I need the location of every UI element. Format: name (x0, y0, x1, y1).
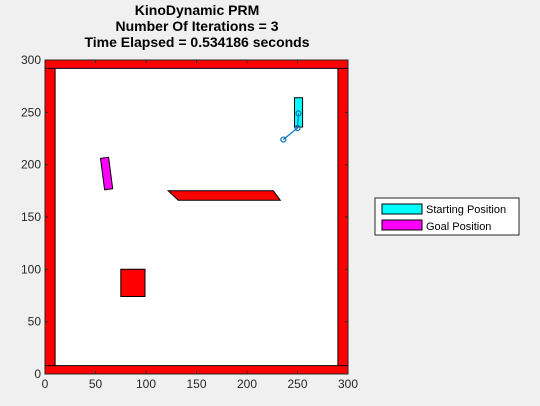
path-node (295, 110, 302, 117)
goal-pose (99, 156, 114, 191)
x-axis-ticks: 0 50 100 150 200 250 300 (42, 60, 358, 391)
legend: Starting Position Goal Position (374, 197, 520, 236)
y-tick-label: 200 (21, 158, 41, 172)
x-tick-label: 250 (287, 377, 307, 391)
title-line-1: KinoDynamic PRM (135, 2, 259, 18)
chart-title: KinoDynamic PRM Number Of Iterations = 3… (84, 2, 309, 50)
y-axis-ticks: 0 50 100 150 200 250 300 (21, 53, 348, 381)
x-tick-label: 300 (338, 377, 358, 391)
obstacle-square-block (120, 268, 146, 297)
obstacle-center-bar (166, 190, 282, 201)
y-tick-label: 250 (21, 105, 41, 119)
y-tick-label: 0 (34, 367, 41, 381)
y-tick-label: 150 (21, 210, 41, 224)
x-tick-label: 150 (186, 377, 206, 391)
path-line (283, 113, 300, 140)
title-line-3: Time Elapsed = 0.534186 seconds (84, 34, 309, 50)
legend-label-goal: Goal Position (426, 221, 491, 233)
y-tick-label: 100 (21, 262, 41, 276)
y-tick-label: 300 (21, 53, 41, 67)
trajectory (280, 110, 302, 143)
x-tick-label: 50 (89, 377, 103, 391)
x-tick-label: 100 (136, 377, 156, 391)
x-tick-label: 0 (42, 377, 49, 391)
x-tick-label: 200 (237, 377, 257, 391)
legend-label-start: Starting Position (426, 204, 506, 216)
path-node (294, 124, 301, 132)
legend-swatch-goal (381, 219, 423, 231)
path-node (280, 136, 287, 143)
y-tick-label: 50 (28, 315, 42, 329)
title-line-2: Number Of Iterations = 3 (116, 18, 279, 34)
legend-swatch-start (381, 203, 423, 215)
